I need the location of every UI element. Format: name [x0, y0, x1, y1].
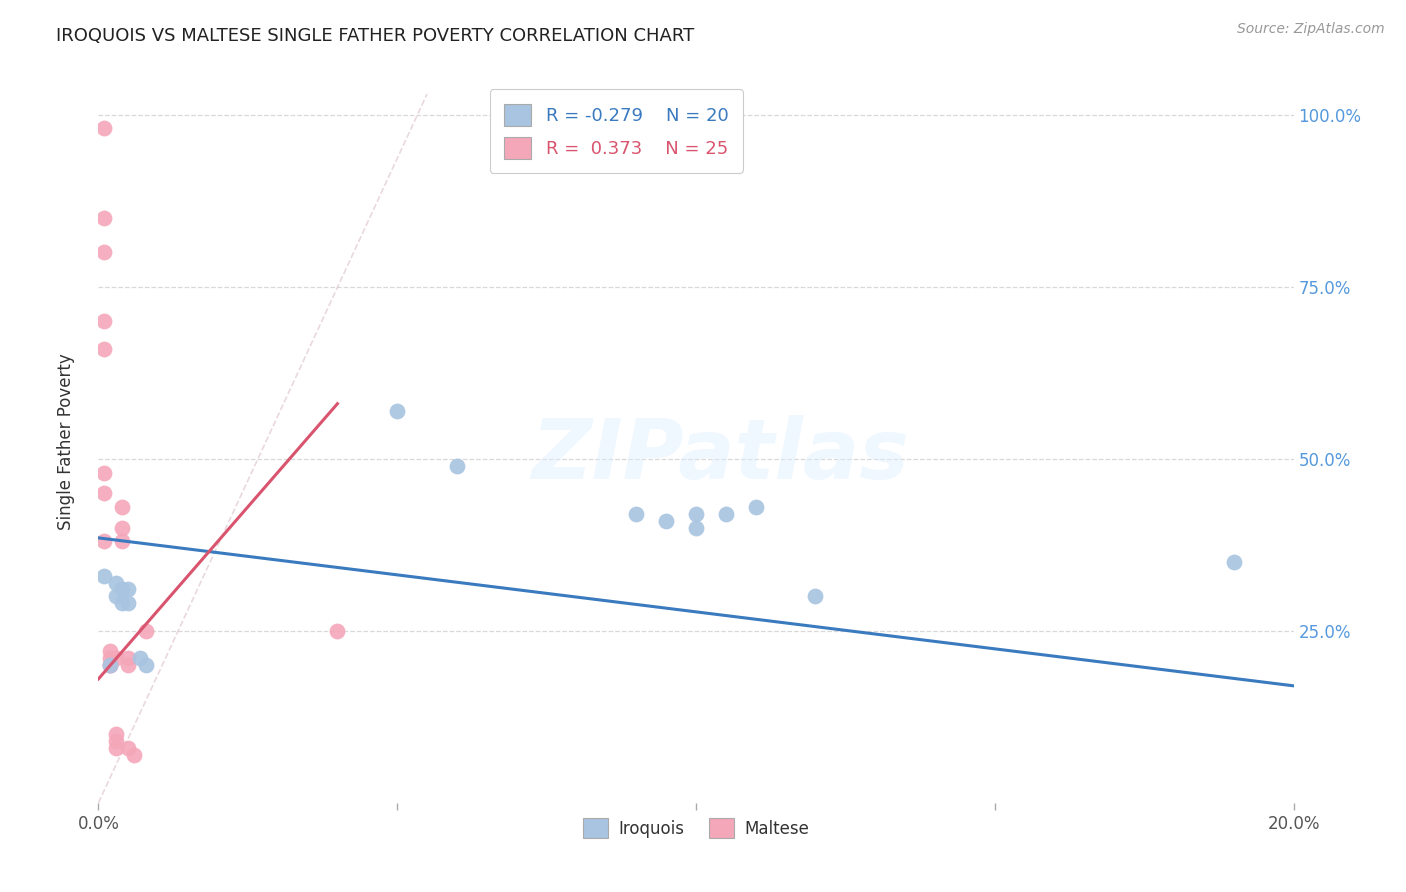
Point	[105, 740, 128, 755]
Point	[105, 651, 128, 665]
Point	[93, 568, 115, 582]
Point	[98, 651, 122, 665]
Point	[111, 534, 134, 549]
Point	[98, 644, 122, 658]
Point	[98, 658, 122, 673]
Point	[117, 582, 139, 597]
Point	[93, 121, 115, 136]
Text: ZIPatlas: ZIPatlas	[531, 416, 908, 497]
Point	[105, 590, 128, 604]
Point	[117, 740, 139, 755]
Point	[804, 590, 827, 604]
Point	[714, 507, 737, 521]
Point	[326, 624, 349, 638]
Point	[111, 596, 134, 610]
Point	[98, 658, 122, 673]
Legend: Iroquois, Maltese: Iroquois, Maltese	[576, 812, 815, 845]
Point	[93, 245, 115, 260]
Point	[129, 651, 152, 665]
Point	[685, 520, 707, 534]
Point	[1223, 555, 1246, 569]
Point	[93, 486, 115, 500]
Point	[105, 727, 128, 741]
Point	[93, 314, 115, 328]
Point	[124, 747, 146, 762]
Point	[105, 734, 128, 748]
Point	[135, 624, 157, 638]
Point	[105, 575, 128, 590]
Point	[117, 658, 139, 673]
Point	[117, 651, 139, 665]
Point	[685, 507, 707, 521]
Point	[93, 466, 115, 480]
Y-axis label: Single Father Poverty: Single Father Poverty	[56, 353, 75, 530]
Point	[745, 500, 768, 514]
Point	[93, 534, 115, 549]
Point	[93, 342, 115, 356]
Point	[111, 520, 134, 534]
Point	[111, 582, 134, 597]
Text: IROQUOIS VS MALTESE SINGLE FATHER POVERTY CORRELATION CHART: IROQUOIS VS MALTESE SINGLE FATHER POVERT…	[56, 27, 695, 45]
Point	[93, 211, 115, 225]
Point	[385, 403, 409, 417]
Point	[111, 500, 134, 514]
Text: Source: ZipAtlas.com: Source: ZipAtlas.com	[1237, 22, 1385, 37]
Point	[117, 596, 139, 610]
Point	[98, 658, 122, 673]
Point	[135, 658, 157, 673]
Point	[446, 458, 468, 473]
Point	[655, 514, 678, 528]
Point	[626, 507, 648, 521]
